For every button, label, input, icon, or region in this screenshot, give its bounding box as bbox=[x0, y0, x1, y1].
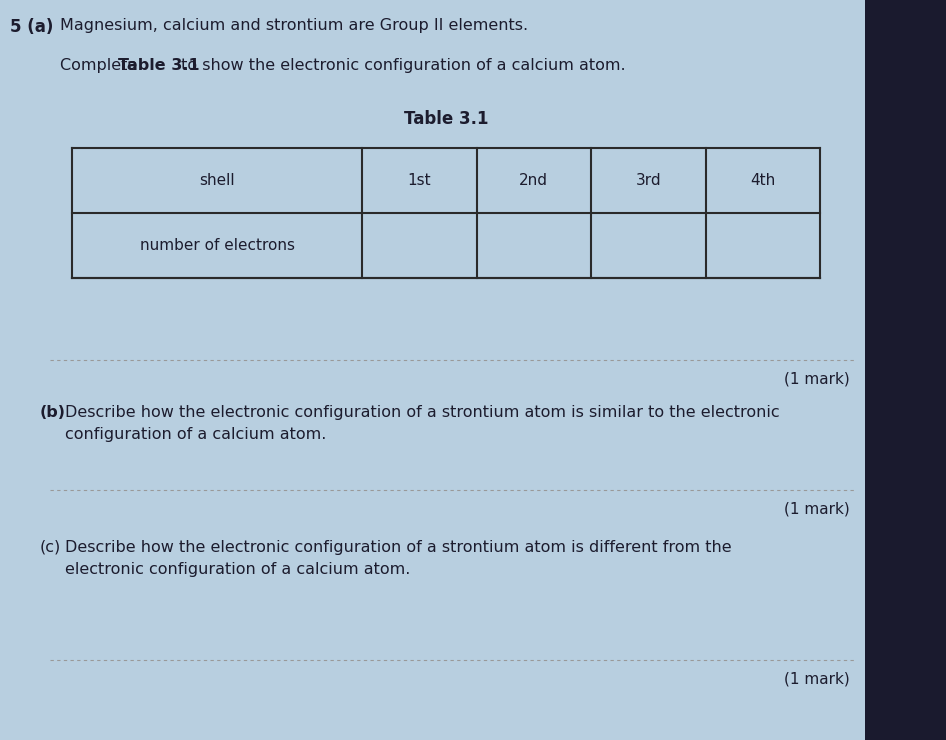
Text: 4th: 4th bbox=[750, 173, 776, 188]
Text: (1 mark): (1 mark) bbox=[784, 502, 850, 517]
Text: to show the electronic configuration of a calcium atom.: to show the electronic configuration of … bbox=[176, 58, 625, 73]
Text: configuration of a calcium atom.: configuration of a calcium atom. bbox=[65, 427, 326, 442]
Text: (b): (b) bbox=[40, 405, 66, 420]
Text: (1 mark): (1 mark) bbox=[784, 672, 850, 687]
Text: number of electrons: number of electrons bbox=[139, 238, 294, 253]
Text: 3rd: 3rd bbox=[636, 173, 661, 188]
Text: shell: shell bbox=[200, 173, 235, 188]
Text: (1 mark): (1 mark) bbox=[784, 372, 850, 387]
Bar bbox=[865, 0, 946, 740]
Text: 5 (a): 5 (a) bbox=[10, 18, 53, 36]
Text: 2nd: 2nd bbox=[519, 173, 549, 188]
Text: Complete: Complete bbox=[60, 58, 143, 73]
Text: Table 3.1: Table 3.1 bbox=[118, 58, 200, 73]
Text: Magnesium, calcium and strontium are Group II elements.: Magnesium, calcium and strontium are Gro… bbox=[60, 18, 528, 33]
Text: Table 3.1: Table 3.1 bbox=[404, 110, 488, 128]
Text: (c): (c) bbox=[40, 540, 61, 555]
Text: electronic configuration of a calcium atom.: electronic configuration of a calcium at… bbox=[65, 562, 411, 577]
Text: 1st: 1st bbox=[408, 173, 431, 188]
Text: Describe how the electronic configuration of a strontium atom is different from : Describe how the electronic configuratio… bbox=[65, 540, 731, 555]
Text: Describe how the electronic configuration of a strontium atom is similar to the : Describe how the electronic configuratio… bbox=[65, 405, 780, 420]
